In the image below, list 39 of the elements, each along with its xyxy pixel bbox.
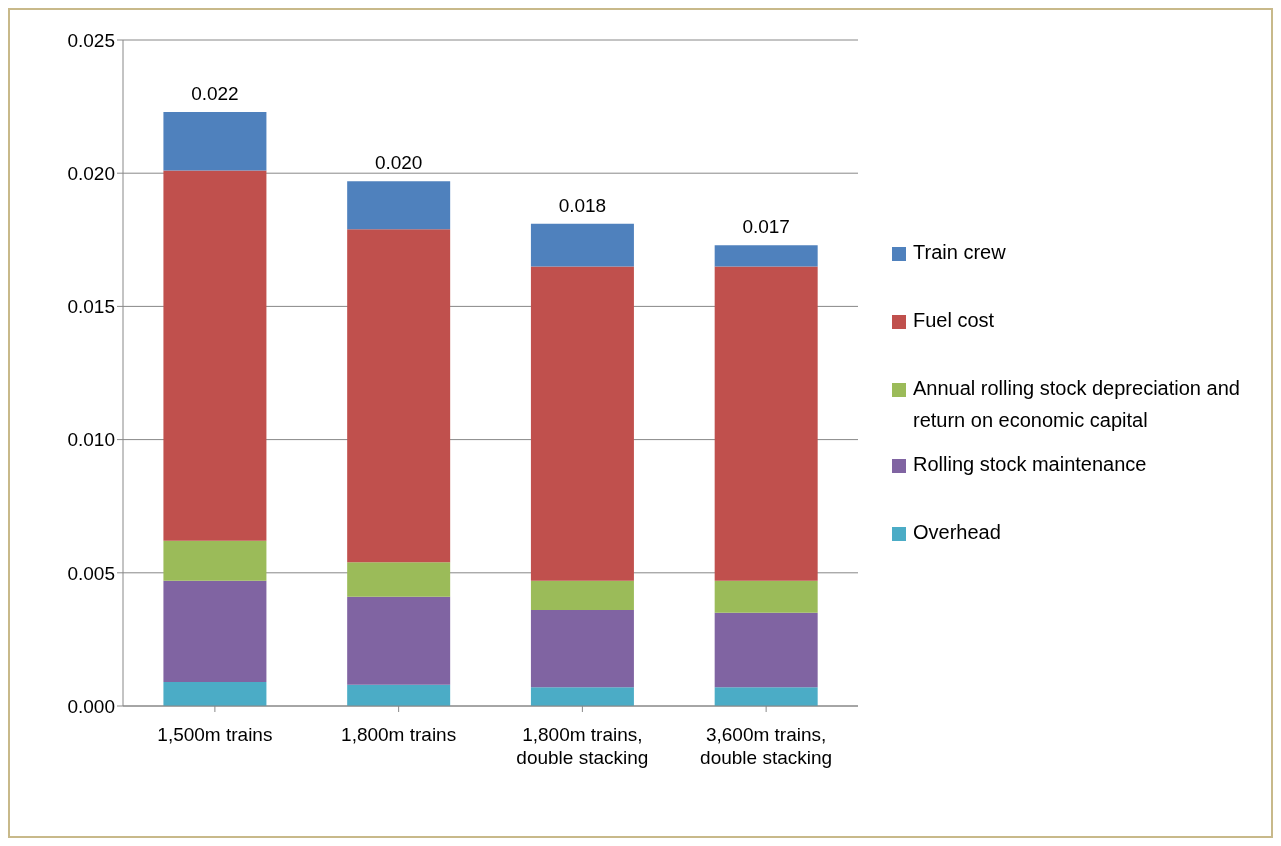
bar xyxy=(347,596,451,685)
x-tick-label: 1,800m trains, double stacking xyxy=(516,724,649,768)
bar xyxy=(347,684,451,706)
legend-label: Overhead xyxy=(913,520,1001,545)
y-tick-label: 0.025 xyxy=(67,29,115,51)
bar xyxy=(714,612,818,688)
legend-label: Rolling stock maintenance xyxy=(913,452,1147,477)
y-tick-label: 0.005 xyxy=(67,562,115,584)
y-tick-label: 0.020 xyxy=(67,162,115,184)
bar xyxy=(714,266,818,581)
total-label: 0.022 xyxy=(191,82,239,104)
bar xyxy=(163,170,267,541)
bar xyxy=(347,181,451,230)
y-tick-label: 0.000 xyxy=(67,695,115,717)
x-tick-label: 3,600m trains, double stacking xyxy=(700,724,833,768)
bar xyxy=(163,111,267,171)
y-tick-label: 0.010 xyxy=(67,429,115,451)
total-label: 0.018 xyxy=(558,194,607,216)
bar xyxy=(530,687,634,706)
bar xyxy=(347,229,451,563)
bar xyxy=(347,562,451,597)
bar xyxy=(714,687,818,706)
x-tick-label: 1,500m trains xyxy=(157,724,273,746)
legend-label: Train crew xyxy=(913,240,1006,265)
x-tick-label: 1,800m trains xyxy=(341,724,457,746)
legend-label: Annual rolling stock depreciation and return on economic capital xyxy=(913,376,1241,433)
bar xyxy=(530,266,634,581)
total-label: 0.020 xyxy=(374,152,423,174)
bar xyxy=(530,223,634,267)
legend-label: Fuel cost xyxy=(913,308,995,333)
y-tick-label: 0.015 xyxy=(67,296,115,318)
bar xyxy=(714,245,818,267)
bar xyxy=(163,540,267,581)
bar xyxy=(163,682,267,706)
bar xyxy=(163,580,267,683)
total-label: 0.017 xyxy=(742,216,790,238)
bar xyxy=(530,580,634,611)
bar xyxy=(530,610,634,688)
bar xyxy=(714,580,818,613)
